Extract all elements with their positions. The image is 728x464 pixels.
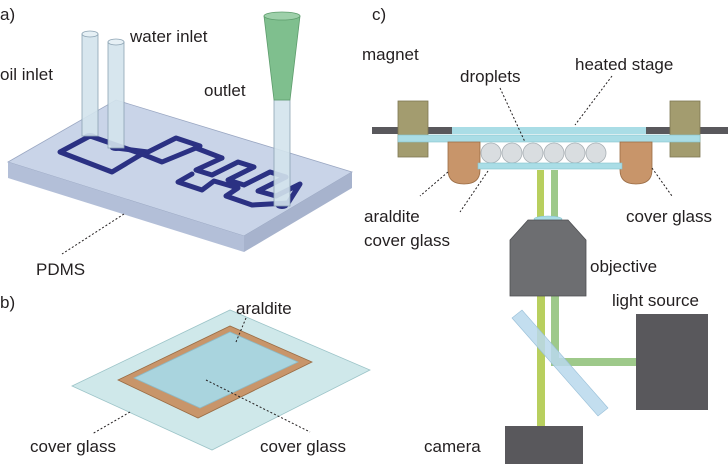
droplets-leader bbox=[499, 87, 526, 143]
beam-upper-right bbox=[551, 170, 558, 218]
serpentine-channel bbox=[175, 155, 303, 208]
pdms-front-left bbox=[8, 162, 244, 252]
camera-box bbox=[505, 426, 583, 464]
droplet bbox=[522, 142, 544, 164]
panel-b-label: b) bbox=[0, 293, 15, 312]
magnet-label: magnet bbox=[362, 45, 419, 64]
panel-c-label: c) bbox=[372, 5, 386, 24]
cover-glass-c-left-label: cover glass bbox=[364, 231, 450, 250]
panel-a-label: a) bbox=[0, 5, 15, 24]
outlet-label: outlet bbox=[204, 81, 246, 100]
beam-illumination-horizontal bbox=[551, 358, 637, 366]
araldite-spacer-right bbox=[619, 141, 653, 185]
light-source-box bbox=[636, 314, 708, 410]
panel-a: a) bbox=[0, 5, 353, 279]
droplet-row bbox=[480, 142, 607, 164]
cover-glass-c-right-label: cover glass bbox=[626, 207, 712, 226]
beam-illumination-vertical bbox=[551, 296, 559, 366]
heated-stage-label: heated stage bbox=[575, 55, 673, 74]
light-source-label: light source bbox=[612, 291, 699, 310]
chamber-top-cover-glass bbox=[397, 134, 701, 143]
cover-glass-b-right-leader bbox=[205, 379, 311, 433]
top-cover-glass bbox=[133, 331, 299, 409]
objective-body bbox=[509, 219, 587, 297]
light-path bbox=[537, 170, 637, 426]
oil-inlet-label: oil inlet bbox=[0, 65, 53, 84]
droplet bbox=[585, 142, 607, 164]
cover-glass-c-right-leader bbox=[651, 167, 673, 197]
cover-glass-b-right-label: cover glass bbox=[260, 437, 346, 456]
pdms-slab bbox=[7, 99, 353, 252]
chamber-bottom-cover-glass bbox=[477, 162, 623, 170]
cover-glass-c-left-leader bbox=[459, 170, 489, 213]
beam-to-camera bbox=[537, 296, 545, 426]
pdms-label: PDMS bbox=[36, 260, 85, 279]
droplet bbox=[564, 142, 586, 164]
magnet-right bbox=[669, 100, 701, 158]
araldite-spacer-left bbox=[447, 141, 481, 185]
araldite-b-label: araldite bbox=[236, 299, 292, 318]
camera-label: camera bbox=[424, 437, 481, 456]
pdms-front-right bbox=[244, 172, 352, 252]
panel-c: c) bbox=[362, 5, 728, 464]
water-channel bbox=[113, 135, 203, 155]
heated-stage-window bbox=[452, 127, 646, 134]
droplet bbox=[480, 142, 502, 164]
outlet-pipette-tip bbox=[263, 15, 301, 101]
cover-glass-b-left-leader bbox=[91, 411, 131, 435]
cover-glass-b-left-label: cover glass bbox=[30, 437, 116, 456]
araldite-c-label: araldite bbox=[364, 207, 420, 226]
panel-b: b) araldite cover glass cover glass bbox=[0, 293, 371, 456]
araldite-b-leader bbox=[235, 317, 247, 343]
droplet bbox=[543, 142, 565, 164]
beam-upper-left bbox=[537, 170, 544, 218]
outlet-tube bbox=[263, 11, 301, 207]
pdms-leader-line bbox=[61, 213, 125, 255]
magnet-left bbox=[397, 100, 429, 158]
water-inlet-tube bbox=[107, 38, 125, 149]
objective-label: objective bbox=[590, 257, 657, 276]
oil-inlet-tube bbox=[81, 30, 99, 137]
microchannel bbox=[57, 133, 303, 208]
droplets-label: droplets bbox=[460, 67, 520, 86]
droplet bbox=[501, 142, 523, 164]
water-inlet-label: water inlet bbox=[129, 27, 208, 46]
araldite-c-leader bbox=[419, 171, 449, 197]
junction-channel bbox=[139, 145, 225, 165]
beam-splitter-mirror bbox=[511, 309, 609, 417]
heated-stage-leader bbox=[574, 75, 613, 126]
